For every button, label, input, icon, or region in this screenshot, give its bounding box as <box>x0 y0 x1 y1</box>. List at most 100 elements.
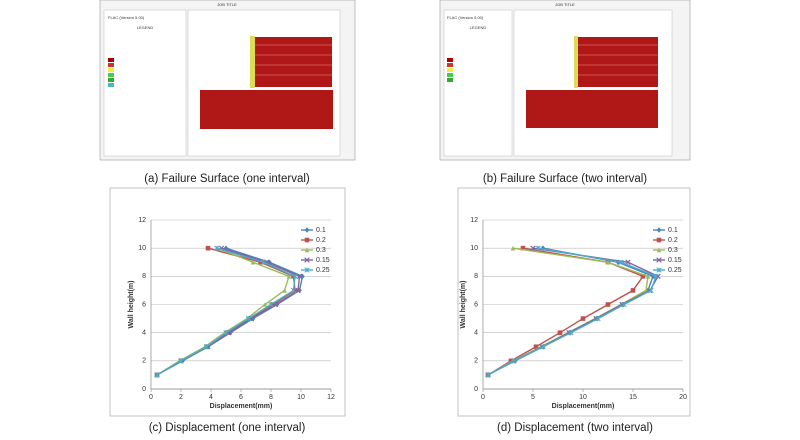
x-tick-label: 8 <box>269 394 273 401</box>
marker <box>656 267 662 273</box>
y-tick-label: 0 <box>474 386 478 393</box>
marker <box>304 267 310 273</box>
y-tick-label: 8 <box>474 273 478 280</box>
y-tick-label: 2 <box>474 358 478 365</box>
series-line <box>487 247 657 376</box>
legend-label: 0.25 <box>316 267 330 274</box>
swatch <box>108 78 114 82</box>
flac-panel: JOB TITLE FLAC (Version 5.00) LEGEND <box>439 0 691 161</box>
marker <box>605 302 611 307</box>
x-tick-label: 10 <box>297 394 305 401</box>
series-line <box>156 247 296 376</box>
x-tick-label: 6 <box>239 394 243 401</box>
marker <box>295 287 301 294</box>
swatch <box>108 58 114 62</box>
caption: (d) Displacement (two interval) <box>497 422 653 434</box>
legend-label: 0.2 <box>316 237 326 244</box>
x-tick-label: 20 <box>679 394 687 401</box>
y-axis-label: Wall height(m) <box>128 281 135 329</box>
legend-title: LEGEND <box>137 25 154 30</box>
marker <box>621 301 627 308</box>
job-title: JOB TITLE <box>555 2 575 7</box>
y-tick-label: 10 <box>470 245 478 252</box>
marker <box>225 330 230 335</box>
marker <box>645 287 651 294</box>
chart-frame <box>109 187 346 417</box>
y-axis-label: Wall height(m) <box>460 281 467 329</box>
marker <box>304 227 310 233</box>
x-tick-label: 0 <box>481 394 485 401</box>
marker <box>247 316 253 321</box>
legend-label: 0.25 <box>668 267 682 274</box>
marker <box>580 316 586 321</box>
marker <box>205 245 211 251</box>
wall <box>574 36 578 88</box>
swatch <box>447 63 453 67</box>
caption: (c) Displacement (one interval) <box>149 422 306 434</box>
x-tick-label: 4 <box>209 394 213 401</box>
legend-label: 0.1 <box>668 227 678 234</box>
marker <box>485 372 491 378</box>
swatch <box>108 83 114 87</box>
x-tick-label: 12 <box>327 394 335 401</box>
legend-title: LEGEND <box>470 25 487 30</box>
marker <box>650 273 656 280</box>
job-title: JOB TITLE <box>217 2 237 7</box>
marker <box>290 287 297 294</box>
y-tick-label: 6 <box>474 301 478 308</box>
marker <box>530 245 536 251</box>
x-tick-label: 10 <box>579 394 587 401</box>
y-tick-label: 12 <box>138 217 146 224</box>
marker <box>292 273 298 279</box>
marker <box>595 315 601 322</box>
x-tick-label: 5 <box>531 394 535 401</box>
swatch <box>447 78 453 82</box>
marker <box>640 274 646 279</box>
legend-label: 0.3 <box>316 247 326 254</box>
marker <box>304 257 310 263</box>
marker <box>260 259 267 265</box>
marker <box>286 274 292 279</box>
swatch <box>447 58 453 62</box>
foundation-block <box>200 90 333 129</box>
marker <box>656 227 662 233</box>
y-tick-label: 0 <box>142 386 146 393</box>
legend-box <box>103 9 187 157</box>
marker <box>520 245 526 251</box>
series-line <box>487 247 645 376</box>
marker <box>540 245 546 251</box>
y-tick-label: 6 <box>142 301 146 308</box>
marker <box>510 245 516 251</box>
y-tick-label: 10 <box>138 245 146 252</box>
foundation-block <box>526 90 658 128</box>
marker <box>568 330 574 336</box>
marker <box>270 302 275 307</box>
flac-panel: JOB TITLE FLAC (Version 5.00) LEGEND <box>99 0 356 161</box>
y-tick-label: 4 <box>474 330 478 337</box>
flac-header: FLAC (Version 5.00) <box>447 15 484 20</box>
marker <box>178 358 184 364</box>
series-line <box>156 247 290 376</box>
marker <box>268 301 274 308</box>
chart-frame <box>457 187 691 417</box>
marker <box>154 372 160 378</box>
marker <box>508 358 514 364</box>
x-axis-label: Displacement(mm) <box>552 403 615 410</box>
x-tick-label: 0 <box>149 394 153 401</box>
caption: (b) Failure Surface (two interval) <box>483 173 647 185</box>
swatch <box>108 63 114 67</box>
swatch <box>447 73 453 77</box>
marker <box>223 330 229 336</box>
marker <box>262 302 268 307</box>
flac-header: FLAC (Version 5.00) <box>108 15 145 20</box>
marker <box>203 344 210 350</box>
marker <box>557 330 563 335</box>
marker <box>630 288 636 293</box>
marker <box>258 259 263 265</box>
marker <box>533 344 539 350</box>
x-tick-label: 2 <box>179 394 183 401</box>
marker <box>656 237 662 243</box>
marker <box>282 288 287 293</box>
